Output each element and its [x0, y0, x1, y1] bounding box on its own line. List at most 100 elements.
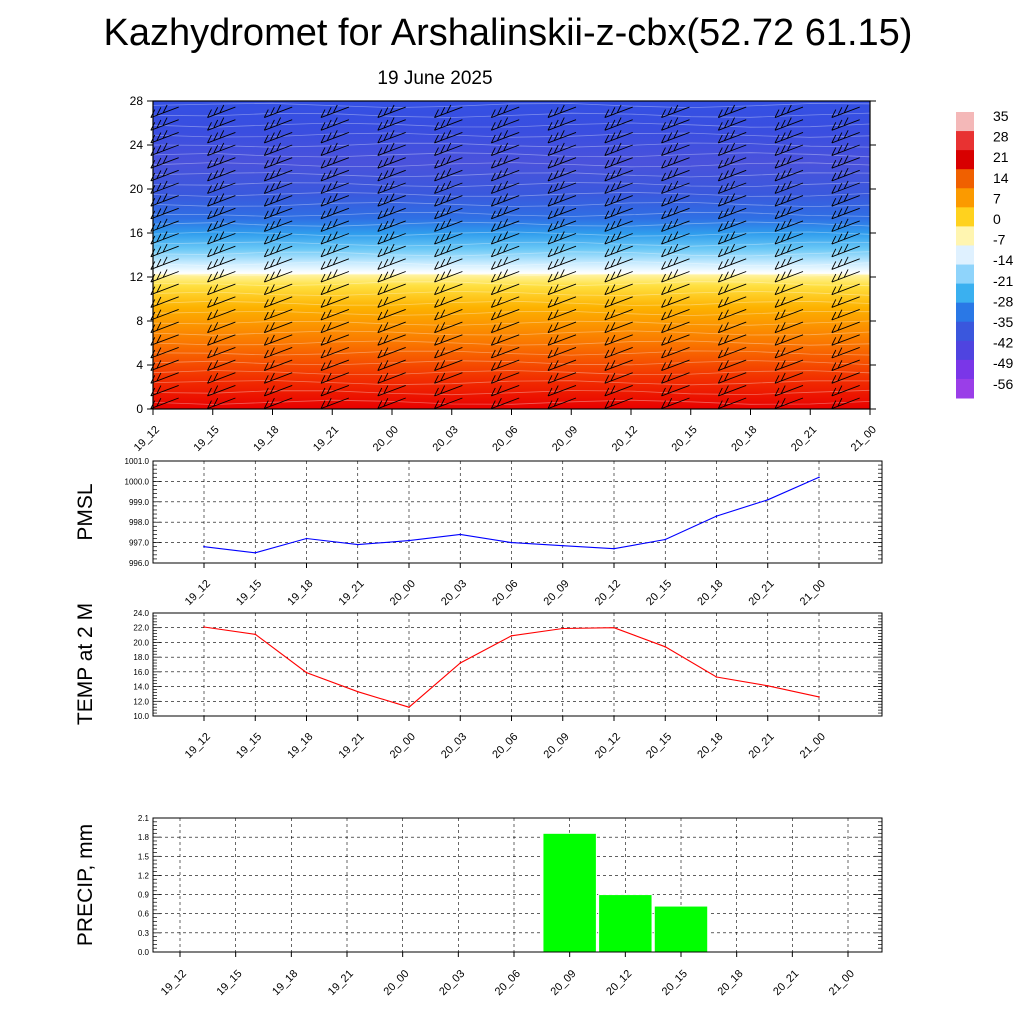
wind-barb — [661, 397, 690, 410]
wind-barb — [263, 130, 293, 144]
wind-barb — [604, 117, 633, 131]
wind-barb — [774, 296, 804, 308]
wind-barb — [547, 269, 577, 283]
y-tick-label: 18.0 — [133, 653, 149, 662]
wind-barb — [377, 283, 406, 296]
x-tick-label: 20_09 — [542, 731, 572, 761]
wind-barb — [434, 372, 463, 384]
x-tick-label: 20_06 — [493, 968, 523, 998]
x-tick-label: 20_03 — [439, 578, 469, 608]
wind-barb — [434, 104, 463, 119]
wind-barb — [320, 384, 350, 397]
wind-barb — [774, 155, 804, 169]
wind-barb — [490, 334, 520, 346]
wind-barb — [377, 155, 406, 169]
precip-bar — [653, 905, 709, 953]
wind-barb — [604, 130, 633, 144]
wind-barb — [490, 346, 520, 359]
wind-barb — [320, 155, 350, 169]
wind-barb — [774, 283, 804, 296]
wind-barb — [774, 397, 804, 410]
wind-barb — [207, 218, 236, 232]
wind-barb — [831, 372, 860, 384]
wind-barb — [717, 283, 747, 296]
wind-barb — [774, 256, 804, 270]
wind-barb — [377, 346, 406, 359]
colorbar-swatch — [956, 150, 974, 170]
wind-barb — [207, 104, 236, 119]
wind-barb — [661, 346, 690, 359]
contour-line — [152, 231, 871, 237]
wind-barb — [377, 372, 406, 384]
colorbar-label: -49 — [993, 355, 1013, 371]
colorbar-swatch — [956, 340, 974, 361]
x-tick-label: 19_12 — [159, 968, 189, 998]
wind-barb — [490, 269, 520, 283]
wind-barb — [831, 243, 860, 258]
wind-barb — [434, 142, 463, 157]
wind-barb — [547, 104, 577, 119]
contour-line — [152, 191, 871, 197]
wind-barb — [377, 243, 406, 258]
wind-barb — [717, 321, 747, 334]
data-point — [561, 627, 564, 630]
wind-barb — [774, 321, 804, 334]
wind-barb — [831, 180, 860, 194]
wind-barb — [774, 167, 804, 182]
heatmap-y-tick-label: 8 — [136, 314, 143, 328]
wind-barb — [604, 142, 633, 157]
wind-barb — [207, 334, 236, 346]
wind-barb — [547, 155, 577, 169]
wind-barb — [547, 231, 577, 245]
wind-barb — [490, 104, 520, 119]
wind-barb — [717, 142, 747, 157]
wind-barb — [263, 205, 293, 220]
contour-line — [152, 330, 871, 336]
wind-barb — [434, 359, 463, 372]
x-tick-label: 20_12 — [593, 578, 623, 608]
wind-barb — [547, 296, 577, 308]
colorbar-label: 14 — [993, 170, 1009, 186]
wind-barb — [320, 346, 350, 359]
data-point — [664, 646, 667, 648]
wind-barb — [604, 269, 633, 283]
wind-barb — [320, 167, 350, 182]
wind-barb — [717, 193, 747, 207]
x-tick-label: 21_00 — [798, 731, 828, 761]
wind-barb — [831, 104, 860, 119]
x-tick-label: 20_09 — [542, 578, 572, 608]
wind-barb — [661, 218, 690, 232]
contour-line — [152, 389, 871, 396]
data-point — [203, 545, 205, 548]
wind-barb — [320, 296, 350, 308]
wind-barb — [377, 308, 406, 321]
heatmap-x-tick-label: 20_15 — [670, 424, 700, 454]
wind-barb — [547, 193, 577, 207]
colorbar-swatch — [956, 321, 974, 342]
wind-barb — [661, 359, 690, 372]
wind-barb — [604, 283, 633, 296]
wind-barb — [490, 155, 520, 169]
y-tick-label: 22.0 — [133, 624, 149, 633]
wind-barb — [717, 243, 747, 258]
x-tick-label: 19_15 — [214, 968, 244, 998]
colorbar-swatch — [956, 302, 974, 323]
data-point — [254, 552, 257, 554]
wind-barb — [774, 384, 804, 397]
wind-barb — [661, 117, 690, 131]
y-tick-label: 0.3 — [138, 929, 150, 938]
wind-barb — [604, 205, 633, 220]
contour-lines — [152, 102, 871, 405]
heatmap-x-tick-label: 20_00 — [371, 424, 401, 454]
wind-barb — [717, 269, 747, 283]
y-tick-label: 20.0 — [133, 638, 149, 647]
heatmap-y-tick-label: 12 — [130, 270, 144, 284]
wind-barb — [263, 296, 293, 308]
wind-barb — [831, 256, 860, 270]
wind-barb — [263, 334, 293, 346]
wind-barb — [434, 130, 463, 144]
wind-barb — [661, 231, 690, 245]
wind-barb — [490, 308, 520, 321]
wind-barb — [604, 243, 633, 258]
wind-barb — [717, 104, 747, 119]
